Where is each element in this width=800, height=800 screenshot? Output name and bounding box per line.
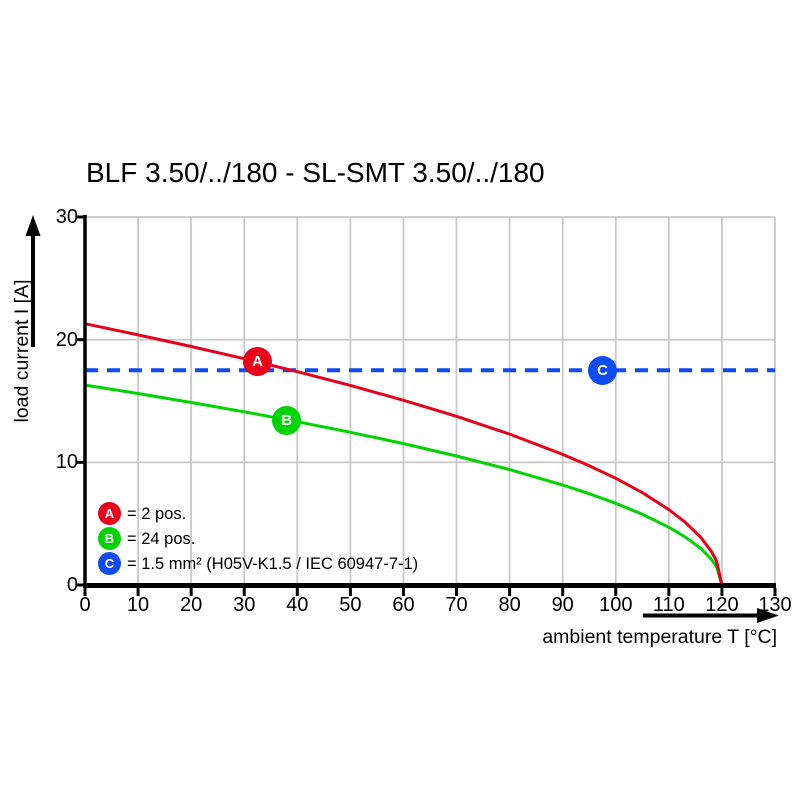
x-tick-label: 70 (445, 594, 468, 616)
x-tick-label: 20 (180, 594, 203, 616)
chart-title: BLF 3.50/../180 - SL-SMT 3.50/../180 (86, 157, 545, 188)
x-tick-label: 10 (126, 594, 150, 616)
legend-badge-b-icon: B (98, 527, 121, 550)
x-tick-label: 80 (498, 594, 521, 616)
y-tick-label: 20 (55, 328, 78, 351)
legend-label-c: = 1.5 mm² (H05V-K1.5 / IEC 60947-7-1) (127, 555, 419, 573)
curve-marker-a: A (243, 347, 272, 377)
legend-badge-c-icon: C (98, 552, 121, 575)
x-tick-label: 120 (705, 594, 739, 616)
legend-label-b: = 24 pos. (127, 530, 196, 548)
curve-marker-c: C (588, 355, 617, 385)
y-tick-label: 0 (66, 574, 78, 596)
x-tick-label: 110 (652, 594, 685, 616)
y-axis-arrow-head (25, 215, 41, 236)
x-tick-label: 0 (79, 594, 91, 616)
legend-label-a: = 2 pos. (127, 505, 187, 523)
curve-b (84, 383, 724, 586)
x-tick-label: 60 (392, 594, 415, 616)
x-axis-label: ambient temperature T [°C] (542, 626, 777, 648)
x-tick-label: 100 (599, 594, 633, 616)
curve-marker-b: B (272, 406, 302, 436)
y-tick-label: 30 (55, 206, 78, 228)
x-tick-label: 90 (551, 594, 574, 616)
y-tick-label: 10 (55, 451, 78, 474)
y-axis-label: load current I [A] (11, 279, 33, 423)
legend-badge-a-icon: A (98, 502, 121, 525)
x-tick-label: 40 (286, 594, 309, 616)
x-tick-label: 130 (758, 594, 792, 616)
x-tick-label: 50 (339, 594, 362, 616)
x-axis-arrow-head (757, 608, 779, 623)
x-tick-label: 30 (233, 594, 256, 616)
